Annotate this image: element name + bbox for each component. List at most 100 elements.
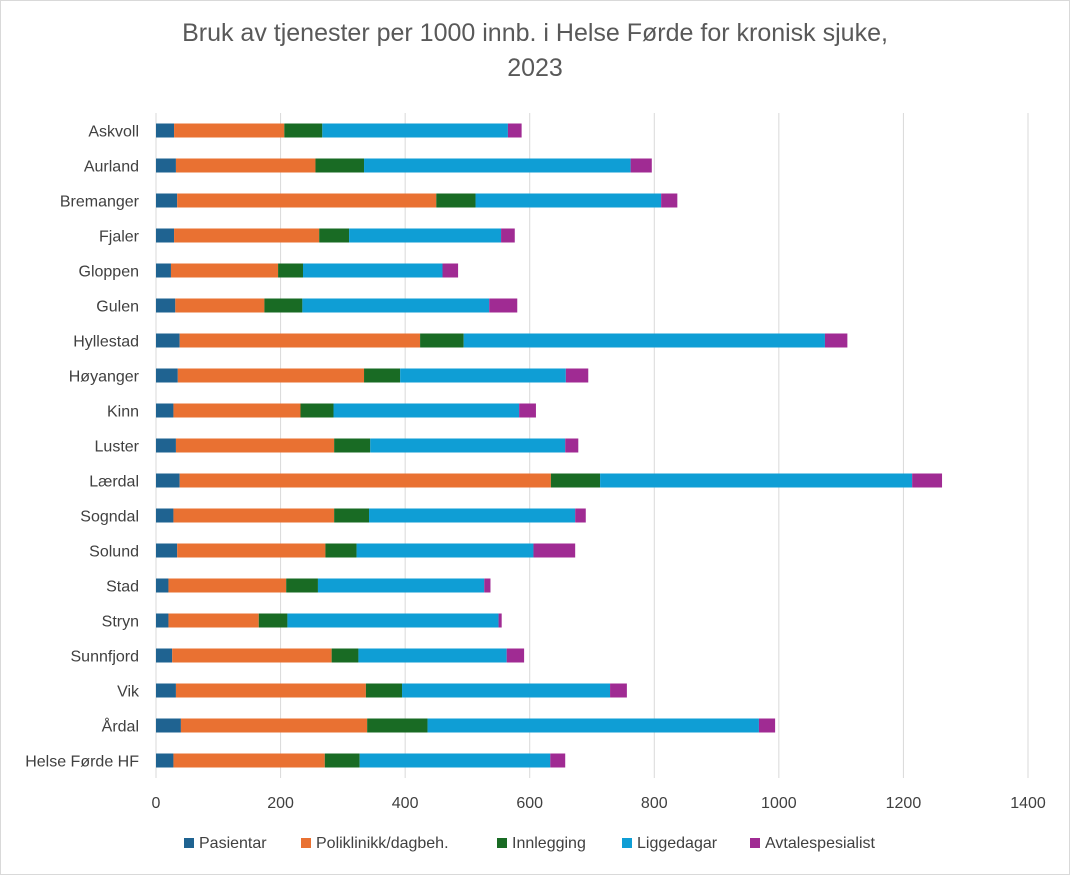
legend-label: Avtalespesialist: [765, 835, 876, 852]
bar-segment: [156, 718, 181, 733]
x-tick-label: 400: [392, 795, 419, 812]
bar-segment: [177, 543, 326, 558]
x-tick-label: 600: [516, 795, 543, 812]
bar-segment: [156, 158, 176, 173]
bar-segment: [156, 333, 180, 348]
legend-swatch: [622, 838, 632, 848]
bar-segment: [156, 613, 169, 628]
bar-segment: [156, 298, 176, 313]
category-label: Luster: [95, 439, 140, 456]
legend-label: Pasientar: [199, 835, 267, 852]
bar-segment: [156, 753, 174, 768]
category-label: Hyllestad: [73, 334, 139, 351]
bar-segment: [402, 683, 611, 698]
bar-segment: [175, 438, 335, 453]
bar-segment: [334, 438, 371, 453]
bar-segment: [550, 473, 601, 488]
bar-segment: [575, 508, 586, 523]
category-label: Kinn: [107, 404, 139, 421]
bar-segment: [630, 158, 652, 173]
bar-segment: [600, 473, 913, 488]
bar-segment: [507, 123, 522, 138]
category-label: Helse Førde HF: [25, 754, 139, 771]
bar-segment: [367, 718, 428, 733]
bar-segment: [300, 403, 334, 418]
legend-label: Innlegging: [512, 835, 586, 852]
bar-segment: [420, 333, 464, 348]
bar-segment: [359, 753, 551, 768]
bar-segment: [498, 613, 502, 628]
bar-segment: [565, 438, 579, 453]
x-tick-label: 1200: [886, 795, 922, 812]
bar-segment: [264, 298, 303, 313]
x-tick-label: 0: [152, 795, 161, 812]
category-label: Solund: [89, 544, 139, 561]
bar-segment: [824, 333, 848, 348]
bar-segment: [172, 648, 332, 663]
legend-swatch: [750, 838, 760, 848]
legend-label: Poliklinikk/dagbeh.: [316, 835, 449, 852]
chart-title-line2: 2023: [507, 54, 563, 82]
bar-segment: [174, 228, 320, 243]
bar-segment: [370, 438, 566, 453]
bar-segment: [175, 298, 265, 313]
bar-segment: [550, 753, 566, 768]
bar-segment: [258, 613, 288, 628]
bar-segment: [174, 123, 285, 138]
bar-segment: [317, 578, 485, 593]
bar-segment: [364, 158, 631, 173]
bar-segment: [177, 368, 365, 383]
bar-segment: [156, 123, 175, 138]
category-label: Aurland: [84, 159, 139, 176]
bar-segment: [173, 753, 325, 768]
category-label: Høyanger: [69, 369, 140, 386]
legend-swatch: [497, 838, 507, 848]
bar-segment: [173, 508, 335, 523]
bar-segment: [506, 648, 525, 663]
bar-segment: [156, 648, 173, 663]
bar-segment: [156, 578, 169, 593]
category-label: Stad: [106, 579, 139, 596]
bar-segment: [400, 368, 566, 383]
bar-segment: [912, 473, 943, 488]
bar-segment: [315, 158, 365, 173]
bar-segment: [356, 543, 534, 558]
legend-swatch: [184, 838, 194, 848]
bar-segment: [170, 263, 279, 278]
bar-segment: [758, 718, 776, 733]
bar-segment: [168, 578, 287, 593]
bar-segment: [168, 613, 259, 628]
bar-segment: [533, 543, 576, 558]
bar-segment: [302, 263, 443, 278]
bar-segment: [278, 263, 303, 278]
bar-segment: [484, 578, 491, 593]
bar-segment: [319, 228, 350, 243]
bar-segment: [325, 543, 357, 558]
bar-segment: [463, 333, 825, 348]
chart-title-line1: Bruk av tjenester per 1000 innb. i Helse…: [182, 19, 888, 47]
bar-segment: [369, 508, 576, 523]
bar-segment: [156, 403, 174, 418]
bar-segment: [156, 683, 176, 698]
bar-segment: [365, 683, 403, 698]
bar-segment: [156, 263, 171, 278]
bar-segment: [333, 403, 520, 418]
bar-segment: [179, 333, 421, 348]
bar-segment: [156, 508, 174, 523]
x-tick-label: 200: [267, 795, 294, 812]
x-tick-label: 800: [641, 795, 668, 812]
x-tick-label: 1000: [761, 795, 797, 812]
bar-segment: [179, 473, 551, 488]
bar-segment: [501, 228, 515, 243]
bar-segment: [436, 193, 476, 208]
bar-segment: [334, 508, 370, 523]
bar-segment: [302, 298, 490, 313]
category-label: Gloppen: [79, 264, 140, 281]
chart-title: Bruk av tjenester per 1000 innb. i Helse…: [0, 16, 1070, 86]
bar-segment: [175, 158, 316, 173]
bar-segment: [565, 368, 589, 383]
bar-segment: [661, 193, 678, 208]
bar-segment: [173, 403, 301, 418]
bar-segment: [175, 683, 366, 698]
